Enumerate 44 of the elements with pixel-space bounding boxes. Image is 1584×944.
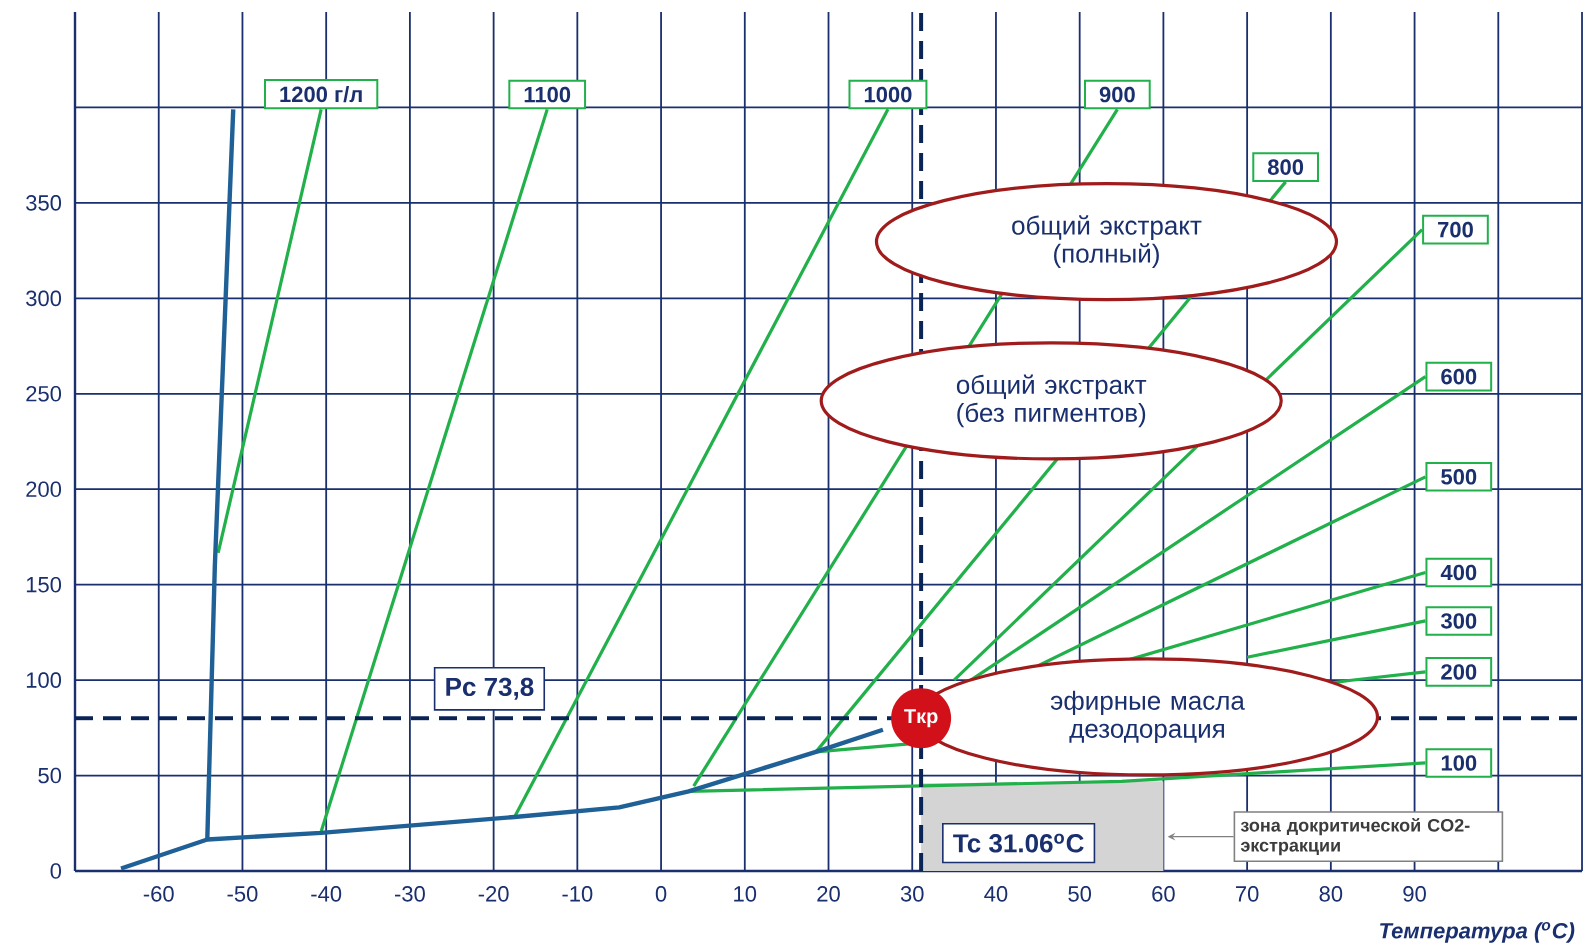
annotation: эфирные масла дезодорация: [1050, 690, 1245, 744]
x-tick-label: -60: [143, 886, 174, 902]
series-label: 1200 г/л: [280, 85, 362, 103]
y-tick-label: 0: [50, 863, 62, 879]
ref-line-label: Pc 73,8: [446, 677, 534, 700]
y-tick-label: 350: [26, 195, 62, 211]
x-tick-label: 10: [734, 886, 757, 902]
y-tick-label: 300: [26, 290, 62, 307]
y-tick-label: 150: [26, 576, 62, 593]
x-tick-label: -50: [227, 886, 258, 902]
x-tick-label: 40: [984, 886, 1008, 902]
series-label: 400: [1440, 564, 1477, 581]
x-tick-label: 80: [1319, 886, 1343, 902]
annotation: Tкр: [904, 709, 938, 728]
x-tick-label: 20: [817, 886, 840, 902]
series-label: 200: [1441, 664, 1477, 680]
x-tick-label: 70: [1236, 886, 1259, 902]
series-label: 100: [1441, 755, 1477, 771]
series-label: 1000: [864, 86, 912, 103]
x-tick-label: -30: [394, 886, 425, 902]
annotation: общий экстракт (полный): [1012, 215, 1202, 268]
x-axis-title: Температура ($^{o}$C): [1380, 922, 1575, 943]
series-label: 500: [1441, 469, 1477, 485]
series-label: 300: [1440, 613, 1477, 629]
series-label: 900: [1099, 86, 1135, 103]
series-label: 1100: [524, 86, 571, 103]
x-tick-label: 50: [1068, 886, 1092, 902]
x-tick-label: -20: [478, 886, 509, 902]
y-tick-label: 200: [26, 481, 62, 498]
x-tick-label: -10: [562, 886, 593, 902]
series-label: 600: [1441, 368, 1477, 385]
x-tick-label: -40: [311, 886, 342, 902]
series-label: 700: [1438, 221, 1473, 238]
x-tick-label: 60: [1152, 886, 1175, 902]
series-label: 800: [1267, 159, 1304, 175]
x-tick-label: 0: [655, 886, 667, 902]
annotation: зона докритической CO2-экстракции: [1240, 818, 1470, 856]
y-tick-label: 250: [26, 386, 62, 402]
x-tick-label: 90: [1403, 886, 1426, 902]
y-tick-label: 100: [26, 672, 62, 688]
x-tick-label: 30: [900, 886, 924, 902]
ref-line-label: Tc 31.06$^{o}$C: [953, 833, 1084, 853]
y-tick-label: 50: [38, 767, 62, 784]
annotation: общий экстракт (без пигментов): [956, 374, 1147, 428]
